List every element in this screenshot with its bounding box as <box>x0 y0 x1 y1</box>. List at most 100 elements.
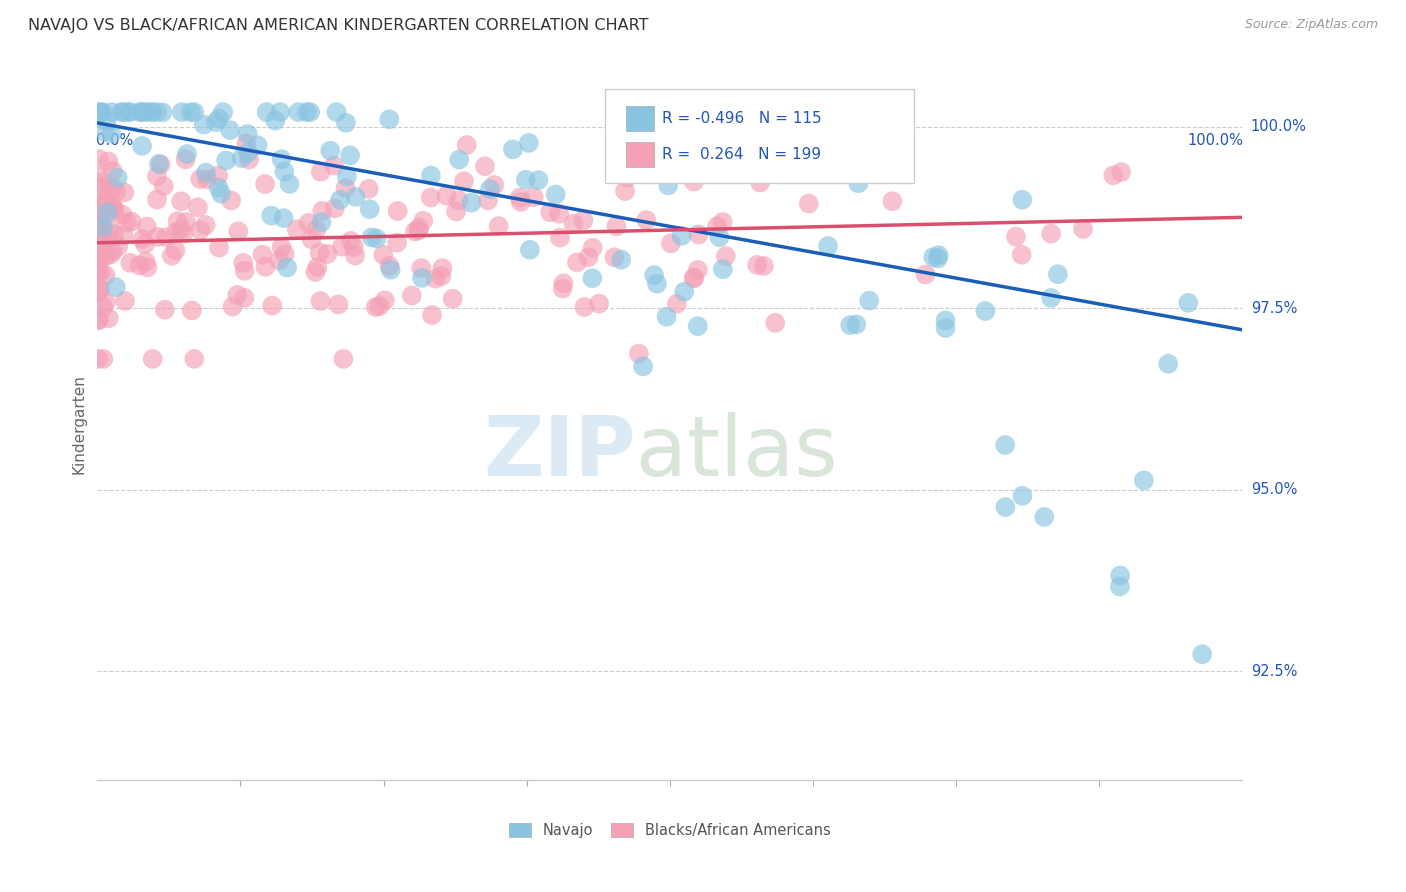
Point <box>165 225 187 239</box>
Point <box>544 187 567 202</box>
Point <box>603 250 626 264</box>
Point <box>273 247 295 261</box>
Point <box>114 293 136 308</box>
Point <box>166 214 188 228</box>
Point <box>436 188 458 202</box>
Point <box>193 118 215 132</box>
Point <box>98 247 121 261</box>
Point <box>93 351 115 366</box>
Point <box>655 310 678 324</box>
Point <box>152 105 174 120</box>
Point <box>121 215 143 229</box>
Point <box>509 191 531 205</box>
Point <box>328 297 350 311</box>
Point <box>195 172 218 186</box>
Point <box>270 240 292 254</box>
Point <box>305 222 328 236</box>
Point <box>311 203 333 218</box>
Point <box>325 105 347 120</box>
Point <box>86 221 108 235</box>
Point <box>207 180 229 194</box>
Point <box>170 194 193 209</box>
Point <box>645 277 668 291</box>
Point <box>643 268 665 282</box>
Point <box>112 228 135 243</box>
Point <box>616 170 638 185</box>
Point <box>745 258 768 272</box>
Point <box>90 252 112 266</box>
Point <box>922 250 945 264</box>
Point <box>357 182 380 196</box>
Point <box>562 217 585 231</box>
Point <box>149 157 172 171</box>
Y-axis label: Kindergarten: Kindergarten <box>72 375 86 475</box>
Point <box>548 207 571 221</box>
Point <box>368 299 391 313</box>
Point <box>474 159 496 173</box>
Point <box>934 313 956 327</box>
Point <box>98 222 121 236</box>
Point <box>187 200 209 214</box>
Point <box>378 112 401 127</box>
Point <box>1102 169 1125 183</box>
Point <box>91 180 114 194</box>
Point <box>311 215 333 229</box>
Point <box>89 283 111 297</box>
Point <box>153 302 176 317</box>
Point <box>515 173 537 187</box>
Point <box>858 293 880 308</box>
Point <box>233 264 256 278</box>
Point <box>886 164 908 178</box>
Point <box>287 105 309 120</box>
Point <box>686 263 709 277</box>
Point <box>299 105 322 120</box>
Point <box>146 230 169 244</box>
Point <box>614 184 637 198</box>
Point <box>711 262 734 277</box>
Point <box>309 294 332 309</box>
Point <box>412 214 434 228</box>
Point <box>205 115 228 129</box>
Point <box>141 105 163 120</box>
Point <box>343 240 366 254</box>
Point <box>153 179 176 194</box>
Point <box>335 116 357 130</box>
Point <box>97 229 120 244</box>
Point <box>636 213 658 227</box>
Point <box>1109 568 1132 582</box>
Point <box>641 131 664 145</box>
Point <box>146 193 169 207</box>
Point <box>447 194 470 208</box>
Legend: Navajo, Blacks/African Americans: Navajo, Blacks/African Americans <box>503 817 837 844</box>
Point <box>1109 579 1132 593</box>
Point <box>232 256 254 270</box>
Point <box>273 211 295 226</box>
Point <box>316 247 339 261</box>
Point <box>226 224 249 238</box>
Point <box>115 215 138 229</box>
Point <box>86 266 108 280</box>
Point <box>93 300 115 314</box>
Point <box>252 247 274 261</box>
Point <box>254 177 277 191</box>
Point <box>131 105 153 120</box>
Point <box>308 245 330 260</box>
Point <box>215 153 238 168</box>
Point <box>87 105 110 120</box>
Text: 92.5%: 92.5% <box>1251 664 1298 679</box>
Point <box>309 165 332 179</box>
Point <box>180 303 202 318</box>
Point <box>100 105 122 120</box>
Point <box>360 230 382 244</box>
Point <box>714 249 737 263</box>
Point <box>128 259 150 273</box>
Point <box>994 438 1017 452</box>
Point <box>131 139 153 153</box>
Point <box>208 112 231 126</box>
Point <box>120 256 142 270</box>
Point <box>387 204 409 219</box>
Point <box>420 308 443 322</box>
Point <box>104 280 127 294</box>
Point <box>93 196 115 211</box>
Text: 100.0%: 100.0% <box>1188 133 1243 147</box>
